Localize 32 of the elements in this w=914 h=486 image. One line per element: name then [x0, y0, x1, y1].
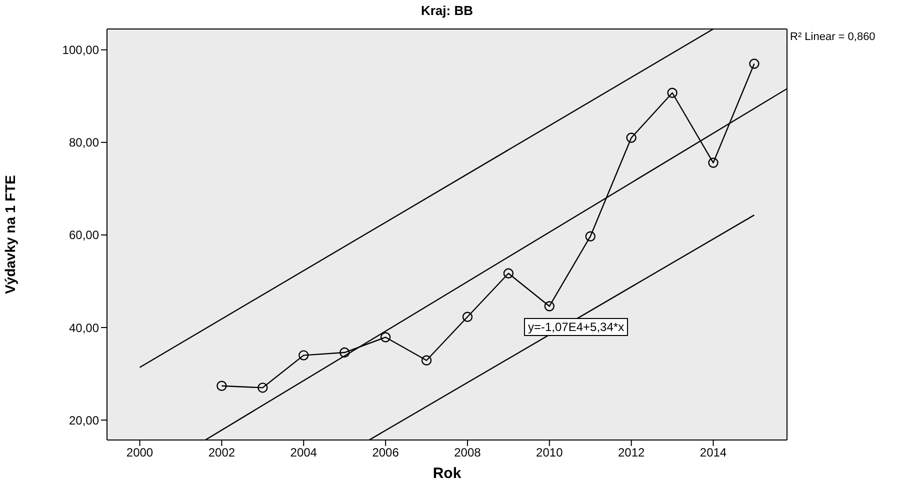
x-tick-label: 2008: [454, 446, 482, 460]
x-tick-label: 2012: [618, 446, 646, 460]
x-tick-label: 2014: [700, 446, 727, 460]
y-axis-title: Výdavky na 1 FTE: [2, 174, 18, 294]
chart-title: Kraj: BB: [420, 3, 474, 18]
point: [749, 58, 760, 69]
point: [298, 350, 309, 360]
x-tick-label: 2010: [536, 446, 564, 460]
x-tick-label: 2006: [372, 446, 400, 460]
point: [585, 231, 596, 242]
point: [667, 88, 678, 98]
x-tick-label: 2002: [208, 446, 236, 460]
x-axis-title: Rok: [432, 465, 462, 482]
y-tick-label: 80,00: [68, 136, 100, 150]
point: [258, 382, 268, 393]
y-tick-label: 20,00: [68, 413, 100, 428]
point: [216, 380, 227, 391]
y-tick-label: 100,00: [62, 43, 100, 58]
annotation: y=-1,07E4+5,34*x: [524, 318, 628, 336]
point: [544, 301, 555, 312]
y-tick-label: 40,00: [68, 320, 100, 335]
point: [626, 132, 636, 143]
point: [503, 268, 514, 278]
y-tick-label: 60,00: [68, 228, 100, 242]
point: [708, 158, 718, 168]
point: [462, 312, 473, 322]
point: [421, 355, 432, 366]
text: R² Linear = 0,860: [790, 31, 876, 43]
x-tick-label: 2004: [290, 446, 318, 460]
point: [380, 332, 391, 342]
point: [339, 347, 350, 358]
x-tick-label: 2000: [126, 446, 154, 460]
